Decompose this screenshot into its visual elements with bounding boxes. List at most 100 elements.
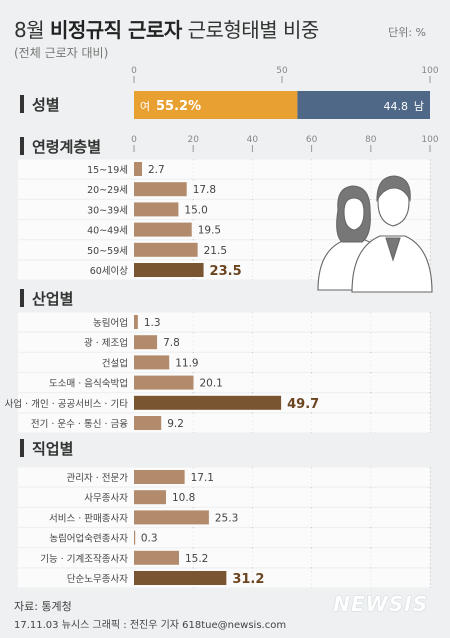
sec0-tick-label-0: 0	[131, 66, 137, 76]
bar	[134, 335, 158, 350]
category-label: 광 · 제조업	[84, 337, 128, 349]
row-bg	[18, 548, 430, 568]
category-label: 사무종사자	[84, 493, 128, 504]
man-body-icon	[351, 235, 433, 293]
bar	[134, 242, 198, 257]
category-label: 서비스 · 판매종사자	[49, 513, 128, 524]
bar	[134, 315, 138, 329]
data-label: 15.2	[185, 553, 208, 565]
category-label: 50~59세	[87, 246, 128, 257]
sec1-tick-label-4: 80	[365, 135, 377, 145]
section-title-1: 연령계층별	[32, 138, 101, 156]
row-bg	[18, 528, 430, 548]
data-label: 15.0	[184, 204, 207, 216]
category-label: 사업 · 개인 · 공공서비스 · 기타	[5, 398, 129, 410]
sec1-tick-label-5: 100	[421, 135, 438, 145]
bar	[134, 530, 136, 545]
data-label: 7.8	[163, 337, 180, 349]
row-bg	[18, 179, 430, 199]
row-bg	[18, 413, 430, 433]
data-label: 9.2	[167, 418, 184, 430]
bar	[134, 395, 282, 410]
category-label: 농림어업	[93, 317, 128, 329]
bar-female	[134, 91, 298, 119]
data-label: 17.8	[193, 184, 216, 196]
sec0-tick-label-1: 50	[276, 66, 288, 76]
category-label: 단순노무종사자	[67, 574, 128, 585]
man-tie-icon	[385, 237, 401, 262]
category-label: 건설업	[102, 357, 128, 369]
sec1-tick-label-2: 40	[247, 135, 259, 145]
bar	[134, 355, 170, 370]
row-bg	[18, 312, 430, 332]
row-bg	[18, 159, 430, 179]
section-title-3: 직업별	[32, 440, 73, 458]
woman-face-icon	[343, 197, 365, 231]
female-name: 여	[140, 100, 150, 113]
female-value: 55.2%	[156, 99, 201, 114]
section-title-2: 산업별	[32, 290, 73, 308]
male-value: 44.8	[384, 100, 409, 113]
credit-label: 17.11.03 뉴시스 그래픽 : 전진우 기자 618tue@newsis.…	[14, 620, 287, 631]
section-title-0: 성별	[32, 96, 60, 114]
bar	[134, 202, 179, 217]
bar	[134, 470, 185, 484]
category-label: 농림어업숙련종사자	[49, 533, 128, 545]
category-label: 전기 · 운수 · 통신 · 금융	[31, 419, 128, 430]
bar	[134, 416, 162, 430]
title-part2: 근로형태별 비중	[181, 18, 320, 42]
newsis-logo: NEWSIS	[333, 592, 428, 616]
bar	[134, 490, 166, 505]
row-bg	[18, 352, 430, 372]
category-label: 40~49세	[87, 226, 128, 237]
data-label: 17.1	[191, 472, 214, 484]
data-label: 25.3	[215, 512, 238, 524]
page-title: 8월 비정규직 근로자 근로형태별 비중	[14, 14, 319, 43]
data-label: 11.9	[175, 357, 198, 369]
category-label: 15~19세	[87, 165, 128, 176]
section-marker-1	[20, 137, 24, 155]
category-label: 기능 · 기계조작종사자	[40, 553, 128, 565]
data-label: 21.5	[204, 245, 227, 257]
category-label: 도소매 · 음식숙박업	[49, 378, 128, 390]
row-bg	[18, 220, 430, 240]
category-label: 30~39세	[87, 205, 128, 216]
title-bold: 비정규직 근로자	[49, 18, 182, 42]
bar	[134, 375, 194, 390]
title-part1: 8월	[14, 18, 50, 42]
data-label: 10.8	[172, 492, 195, 504]
bar	[134, 162, 142, 176]
section-marker-0	[20, 95, 24, 113]
section-marker-3	[20, 439, 24, 457]
bar	[134, 510, 209, 525]
page-subtitle: (전체 근로자 대비)	[14, 46, 109, 60]
row-bg	[18, 199, 430, 219]
bar	[134, 263, 204, 277]
bar	[134, 182, 187, 197]
bar	[134, 222, 192, 237]
category-label: 20~29세	[87, 185, 128, 196]
bar	[134, 571, 227, 585]
row-bg	[18, 487, 430, 507]
source-label: 자료: 통계청	[14, 600, 72, 613]
unit-label: 단위: %	[388, 26, 426, 39]
male-name: 남	[414, 100, 424, 113]
row-bg	[18, 332, 430, 352]
man-hair-icon	[376, 175, 411, 203]
data-label: 2.7	[148, 164, 165, 176]
data-label: 0.3	[141, 533, 158, 545]
row-bg	[18, 467, 430, 487]
data-label: 1.3	[144, 317, 161, 329]
data-label: 31.2	[232, 572, 264, 587]
data-label: 23.5	[210, 264, 242, 279]
sec0-tick-label-2: 100	[421, 66, 438, 76]
bar	[134, 550, 179, 565]
row-bg	[18, 373, 430, 393]
sec1-tick-label-3: 60	[306, 135, 318, 145]
sec1-tick-label-1: 20	[187, 135, 199, 145]
data-label: 49.7	[287, 397, 319, 412]
data-label: 19.5	[198, 225, 221, 237]
bar-male	[297, 91, 430, 119]
data-label: 20.1	[199, 378, 222, 390]
